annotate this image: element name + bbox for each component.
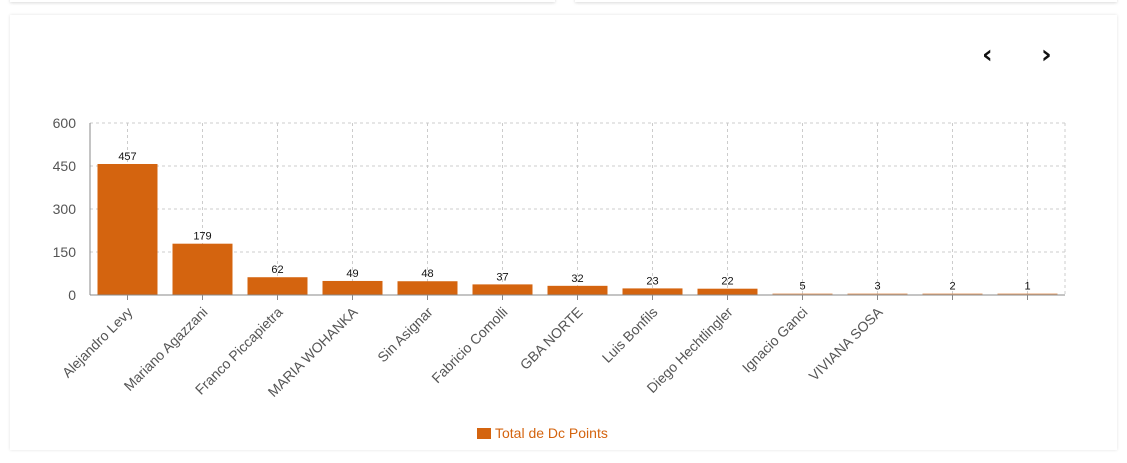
bar <box>247 277 308 295</box>
x-tick-label: Alejandro Levy <box>59 304 136 381</box>
data-label: 457 <box>118 151 136 163</box>
legend-label: Total de Dc Points <box>495 425 608 441</box>
data-label: 32 <box>571 273 583 285</box>
x-tick-label: GBA NORTE <box>517 304 586 373</box>
prev-button[interactable]: ‹ <box>982 40 993 70</box>
y-tick-label: 300 <box>53 201 77 217</box>
x-tick-label: Ignacio Ganci <box>739 304 811 376</box>
data-label: 37 <box>496 271 508 283</box>
y-tick-label: 0 <box>68 287 76 303</box>
x-tick-label: Sin Asignar <box>374 304 436 366</box>
data-label: 23 <box>646 275 658 287</box>
bar <box>997 293 1058 295</box>
data-label: 62 <box>271 264 283 276</box>
bar <box>922 293 983 295</box>
bar <box>472 284 533 295</box>
x-tick-label: Luis Bonfils <box>599 304 661 366</box>
bar <box>697 288 758 295</box>
data-label: 22 <box>721 276 733 288</box>
data-label: 5 <box>799 281 805 293</box>
bar <box>397 281 458 295</box>
bar <box>547 285 608 295</box>
data-label: 3 <box>874 281 880 293</box>
y-tick-label: 600 <box>53 115 77 131</box>
bar <box>772 293 833 295</box>
next-button[interactable]: › <box>1041 40 1052 70</box>
y-tick-label: 450 <box>53 158 77 174</box>
bar <box>97 163 158 295</box>
data-label: 48 <box>421 268 433 280</box>
data-label: 1 <box>1024 281 1030 293</box>
data-label: 2 <box>949 281 955 293</box>
legend[interactable]: Total de Dc Points <box>477 425 608 441</box>
card-above-left <box>10 0 555 2</box>
legend-swatch <box>477 427 491 439</box>
data-label: 179 <box>193 231 211 243</box>
bar <box>322 280 383 295</box>
bar <box>622 288 683 295</box>
x-tick-label: Fabricio Comolli <box>428 304 510 386</box>
x-tick-label: VIVIANA SOSA <box>806 303 887 384</box>
chart-card <box>10 15 1117 450</box>
bar <box>172 243 233 295</box>
y-tick-label: 150 <box>53 244 77 260</box>
data-label: 49 <box>346 268 358 280</box>
card-above-right <box>575 0 1117 2</box>
bar <box>847 293 908 295</box>
